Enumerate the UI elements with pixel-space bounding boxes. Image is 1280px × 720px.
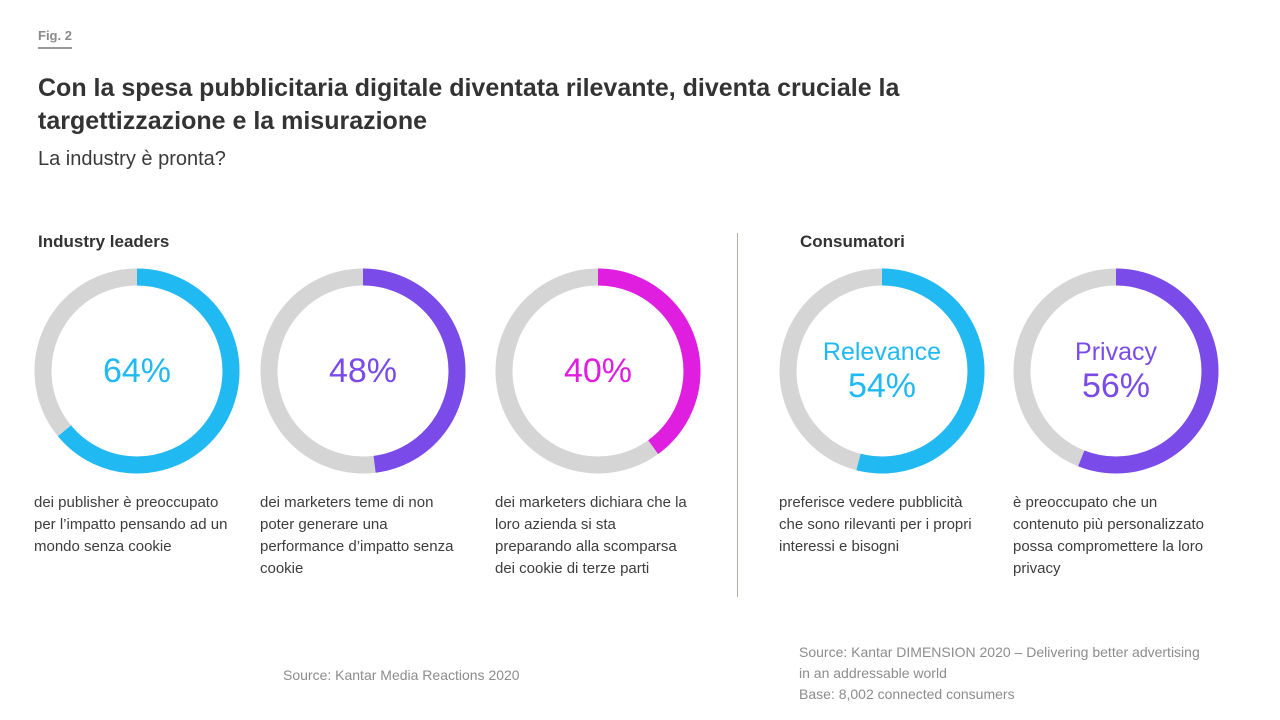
donut-label: Relevance (822, 338, 942, 366)
donut-svg (495, 268, 701, 474)
donut-caption: dei marketers teme di non poter generare… (260, 494, 454, 577)
section-title-consumatori: Consumatori (800, 232, 905, 251)
donut-svg (260, 268, 466, 474)
donut-value: 56% (1081, 367, 1151, 405)
donut-chart-marketers-cookies: 40% dei marketers dichiara che la loro a… (495, 268, 701, 580)
donut-value: 40% (563, 352, 633, 390)
donut-caption: dei marketers dichiara che la loro azien… (495, 494, 687, 577)
donut-value: 54% (847, 367, 917, 405)
donut-chart-marketers-performance: 48% dei marketers teme di non poter gene… (260, 268, 466, 580)
page-title: Con la spesa pubblicitaria digitale dive… (38, 74, 900, 135)
section-divider (737, 233, 738, 597)
donut-chart-privacy: Privacy 56% è preoccupato che un contenu… (1013, 268, 1219, 580)
donut-caption: è preoccupato che un contenuto più perso… (1013, 494, 1204, 577)
base-note: Base: 8,002 connected consumers (799, 686, 1015, 702)
figure-label: Fig. 2 (38, 28, 72, 49)
donut-svg (779, 268, 985, 474)
donut-ring: 48% (260, 268, 466, 474)
donut-caption: dei publisher è preoccupato per l’impatt… (34, 494, 228, 555)
donut-ring: Privacy 56% (1013, 268, 1219, 474)
donut-caption: preferisce vedere pubblicità che sono ri… (779, 494, 972, 555)
page-subtitle: La industry è pronta? (38, 148, 226, 170)
source-note-right-text: Source: Kantar DIMENSION 2020 – Deliveri… (799, 644, 1200, 681)
donut-ring: Relevance 54% (779, 268, 985, 474)
donut-value: 64% (102, 352, 172, 390)
donut-ring: 64% (34, 268, 240, 474)
donut-ring: 40% (495, 268, 701, 474)
donut-label: Privacy (1075, 338, 1157, 366)
donut-value: 48% (328, 352, 398, 390)
donut-chart-publishers: 64% dei publisher è preoccupato per l’im… (34, 268, 240, 558)
donut-svg (1013, 268, 1219, 474)
section-title-industry-leaders: Industry leaders (38, 232, 170, 251)
source-note-left: Source: Kantar Media Reactions 2020 (283, 667, 520, 683)
source-note-right: Source: Kantar DIMENSION 2020 – Deliveri… (799, 642, 1211, 705)
donut-chart-relevance: Relevance 54% preferisce vedere pubblici… (779, 268, 985, 558)
donut-svg (34, 268, 240, 474)
